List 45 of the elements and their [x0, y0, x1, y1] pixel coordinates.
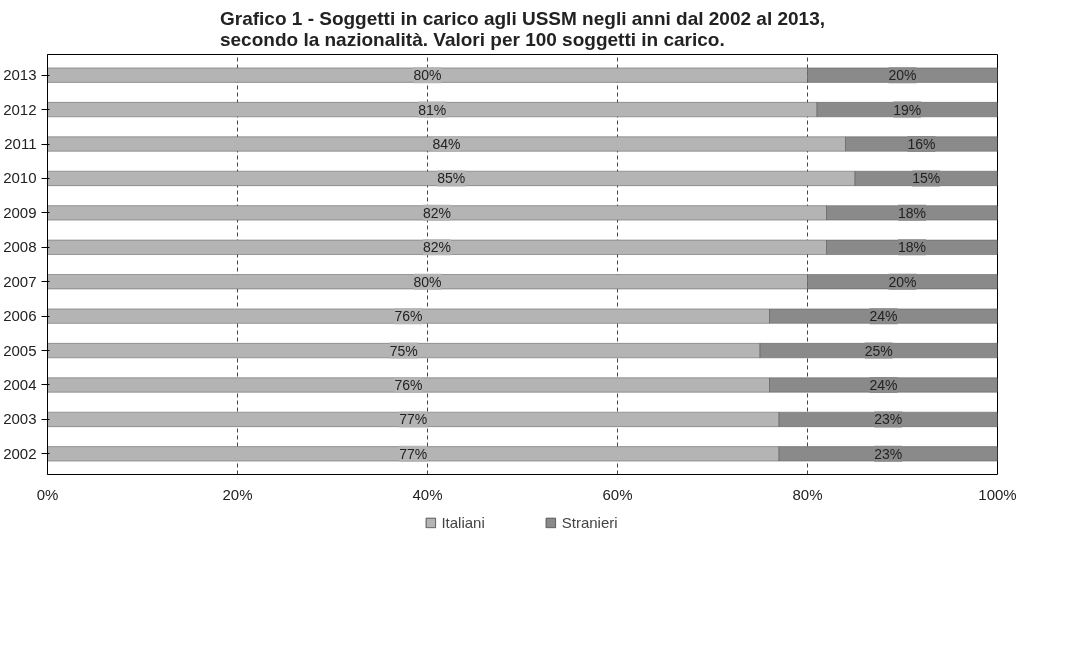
data-label: 76%	[394, 308, 423, 325]
data-label: 19%	[893, 101, 922, 118]
y-tick-label: 2006	[3, 307, 37, 325]
legend-label: Stranieri	[561, 513, 618, 531]
y-tick-label: 2003	[3, 410, 37, 428]
y-tick-label: 2009	[3, 203, 37, 221]
y-tick-label: 2007	[3, 272, 37, 290]
data-label: 25%	[864, 342, 893, 359]
x-tick-label: 40%	[412, 485, 443, 503]
y-tick-label: 2008	[3, 238, 37, 256]
data-label: 77%	[399, 445, 428, 462]
data-label: 77%	[399, 411, 428, 428]
data-label: 80%	[413, 67, 442, 84]
data-label: 24%	[869, 308, 898, 325]
data-label: 84%	[432, 136, 461, 153]
data-label: 82%	[422, 204, 452, 221]
y-tick-label: 2002	[3, 444, 37, 462]
y-tick-label: 2012	[3, 100, 37, 118]
data-label: 75%	[389, 342, 418, 359]
x-tick-label: 100%	[978, 485, 1017, 503]
data-label: 82%	[422, 239, 452, 256]
data-label: 85%	[437, 170, 466, 187]
data-label: 23%	[874, 445, 903, 462]
data-label: 23%	[874, 411, 903, 428]
data-label: 18%	[897, 204, 927, 221]
y-tick-label: 2010	[3, 169, 37, 187]
data-label: 20%	[888, 67, 917, 84]
data-label: 24%	[869, 376, 898, 393]
y-tick-label: 2004	[3, 375, 37, 393]
data-label: 76%	[394, 376, 423, 393]
data-label: 15%	[912, 170, 941, 187]
data-label: 18%	[897, 239, 927, 256]
x-tick-label: 60%	[602, 485, 633, 503]
data-label: 20%	[888, 273, 917, 290]
y-tick-label: 2005	[3, 341, 37, 359]
x-tick-label: 80%	[792, 485, 823, 503]
data-label: 81%	[418, 101, 447, 118]
y-tick-label: 2013	[3, 66, 37, 84]
y-tick-label: 2011	[4, 135, 37, 153]
data-label: 80%	[413, 273, 442, 290]
legend-label: Italiani	[441, 513, 485, 531]
x-tick-label: 20%	[222, 485, 253, 503]
chart-title: Grafico 1 - Soggetti in carico agli USSM negli anni dal 2002 al 2013, secondo la nazionalità. Valori per 100 soggetti in carico.	[219, 7, 826, 50]
data-label: 16%	[907, 136, 936, 153]
x-tick-label: 0%	[36, 485, 59, 503]
